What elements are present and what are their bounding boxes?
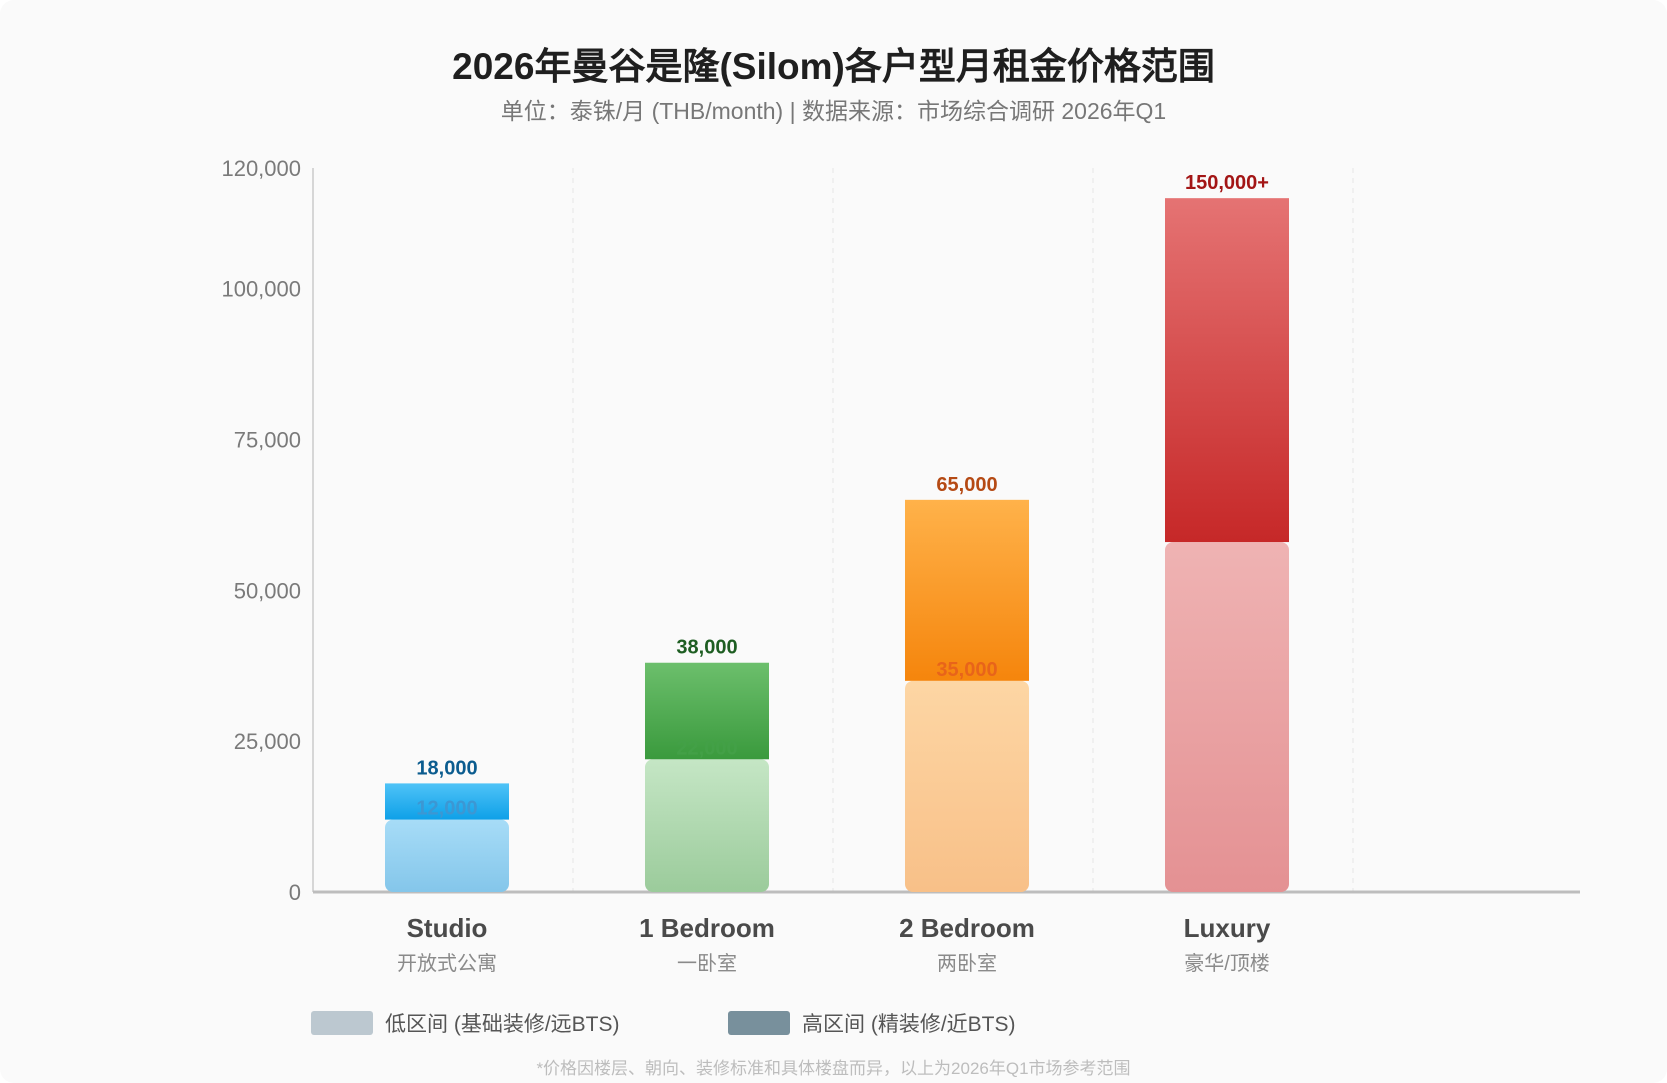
legend-swatch-low (311, 1011, 373, 1035)
bar-low-2-bedroom (905, 680, 1029, 892)
y-tick-label: 100,000 (221, 277, 301, 302)
bar-high-luxury (1165, 198, 1289, 543)
legend-item-low: 低区间 (基础装修/远BTS) (311, 1010, 620, 1036)
bar-low-studio (385, 819, 509, 892)
y-tick-label: 75,000 (234, 428, 301, 453)
bar-chart: 0 25,000 50,000 75,000 100,000 120,000 18,000… (221, 156, 1580, 975)
x-category-sublabel: 开放式公寓 (397, 952, 497, 975)
x-category-sublabel: 两卧室 (937, 952, 997, 975)
footnote: *价格因楼层、朝向、装修标准和具体楼盘而异，以上为2026年Q1市场参考范围 (536, 1059, 1131, 1078)
x-category-label: Studio (407, 913, 488, 943)
y-tick-label: 25,000 (234, 729, 301, 754)
legend-item-high: 高区间 (精装修/近BTS) (728, 1010, 1016, 1036)
bar-high-value-label: 65,000 (936, 474, 997, 496)
bar-low-value-label: 22,000 (676, 737, 737, 759)
bar-high-1-bedroom (645, 662, 769, 760)
x-category-label: 1 Bedroom (639, 913, 775, 943)
x-category-label: 2 Bedroom (899, 913, 1035, 943)
legend-label-low: 低区间 (基础装修/远BTS) (385, 1013, 620, 1036)
x-category-sublabel: 豪华/顶楼 (1184, 952, 1270, 975)
bar-high-studio (385, 783, 509, 820)
y-tick-label: 120,000 (221, 156, 301, 181)
bar-high-2-bedroom (905, 499, 1029, 681)
chart-title: 2026年曼谷是隆(Silom)各户型月租金价格范围 (452, 46, 1215, 87)
legend-label-high: 高区间 (精装修/近BTS) (802, 1013, 1016, 1036)
x-category-label: Luxury (1184, 913, 1271, 943)
bar-low-value-label: 35,000 (936, 659, 997, 681)
bar-high-value-label: 18,000 (416, 757, 477, 779)
y-tick-label: 50,000 (234, 578, 301, 603)
x-category-sublabel: 一卧室 (677, 952, 737, 975)
y-tick-label: 0 (289, 880, 301, 905)
chart-subtitle: 单位：泰铢/月 (THB/month) | 数据来源：市场综合调研 2026年Q… (500, 98, 1167, 124)
bar-low-value-label: 12,000 (416, 798, 477, 820)
legend-swatch-high (728, 1011, 790, 1035)
bar-low-luxury (1165, 542, 1289, 892)
bar-low-1-bedroom (645, 759, 769, 892)
bar-high-value-label: 38,000 (676, 637, 737, 659)
bar-high-value-label: 150,000+ (1185, 172, 1269, 194)
